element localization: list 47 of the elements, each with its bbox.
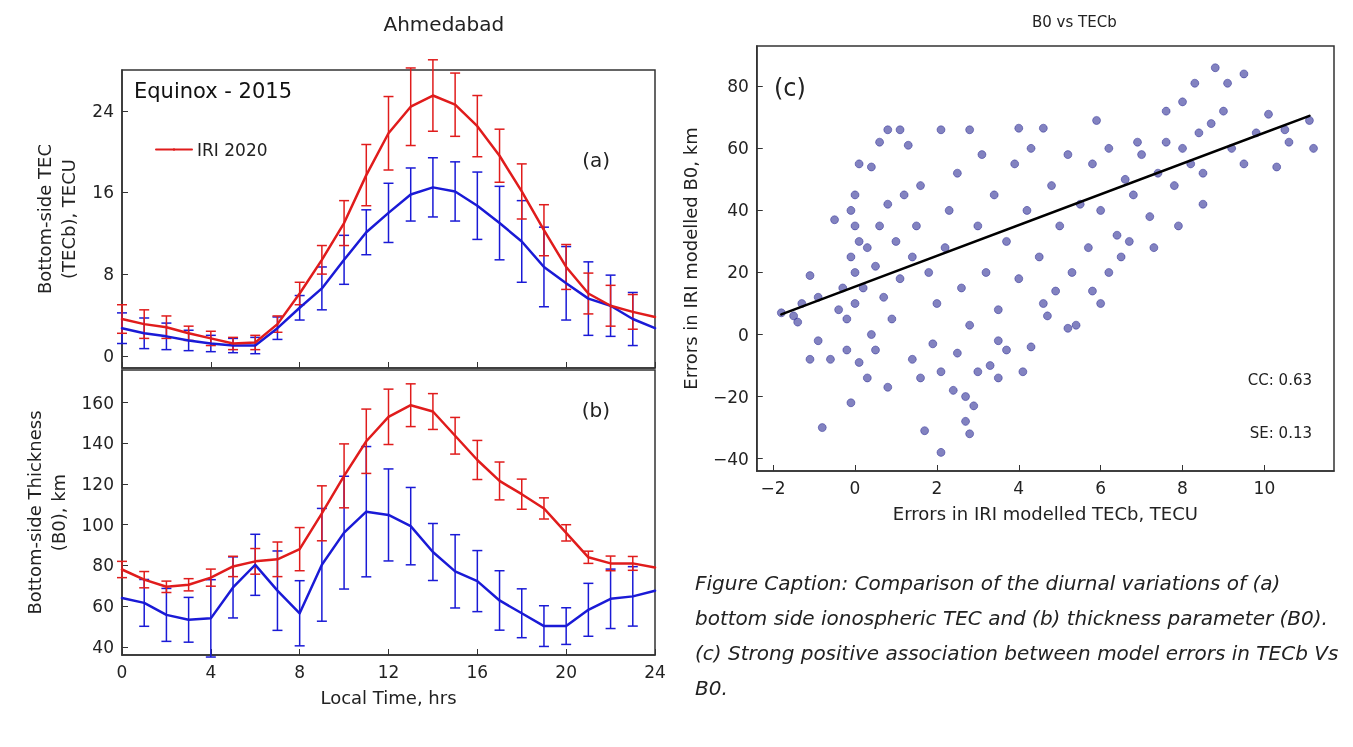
y-tick-label: 60 — [727, 138, 749, 159]
y-tick-label: −20 — [712, 386, 749, 407]
y-tick-label: 8 — [103, 264, 114, 285]
legend-label: IRI 2020 — [197, 139, 268, 160]
x-tick-label: 0 — [116, 661, 128, 682]
annotation: SE: 0.13 — [1249, 423, 1313, 442]
y-tick-label: 60 — [92, 596, 114, 617]
y-tick-label: 80 — [727, 76, 749, 97]
annotation: (a) — [582, 148, 611, 172]
y-axis-title: Bottom-side Thickness (B0), km — [24, 410, 70, 615]
y-tick-label: 0 — [103, 345, 114, 366]
x-tick-label: 4 — [205, 661, 217, 682]
x-tick-label: 12 — [377, 661, 400, 682]
y-tick-label: 120 — [81, 474, 114, 494]
chart-title: B0 vs TECb — [1032, 12, 1117, 31]
annotation: (b) — [581, 398, 611, 422]
text: Figure Caption: Comparison of the diurnal variations of (a) bottom side ionospheric TEC and (b) thickness parameter (B0). (c) Strong positive association between model errors in TECb Vs B0. — [695, 570, 1340, 702]
y-tick-label: 0 — [737, 324, 749, 345]
x-tick-label: 24 — [644, 661, 666, 682]
y-tick-label: 160 — [81, 392, 114, 413]
legend-title: Equinox - 2015 — [134, 78, 293, 103]
x-axis-title: Errors in IRI modelled TECb, TECU — [892, 502, 1198, 524]
x-axis-title: Local Time, hrs — [320, 686, 457, 708]
y-tick-label: 140 — [81, 433, 114, 454]
y-tick-label: −40 — [712, 448, 749, 469]
x-tick-label: 10 — [1253, 477, 1276, 498]
annotation: (c) — [774, 74, 806, 102]
x-tick-label: −2 — [760, 477, 786, 498]
x-tick-label: 2 — [931, 477, 943, 498]
x-tick-label: 6 — [1095, 477, 1107, 498]
x-tick-label: 8 — [1177, 477, 1188, 498]
y-axis-title: Bottom-side TEC (TECb), TECU — [33, 143, 79, 295]
y-tick-label: 40 — [727, 200, 749, 221]
y-tick-label: 24 — [92, 100, 114, 121]
x-tick-label: 0 — [849, 477, 861, 498]
annotation: CC: 0.63 — [1247, 370, 1312, 389]
y-tick-label: 40 — [92, 636, 114, 657]
x-tick-label: 20 — [555, 661, 577, 682]
y-tick-label: 100 — [81, 514, 114, 535]
y-tick-label: 16 — [92, 182, 114, 203]
x-tick-label: 16 — [466, 661, 489, 682]
y-tick-label: 20 — [727, 262, 749, 283]
y-tick-label: 80 — [92, 555, 114, 576]
x-tick-label: 8 — [294, 661, 306, 682]
chart-title: Ahmedabad — [383, 12, 505, 36]
x-tick-label: 4 — [1013, 477, 1025, 498]
y-axis-title: Errors in IRI modelled B0, km — [679, 127, 701, 390]
